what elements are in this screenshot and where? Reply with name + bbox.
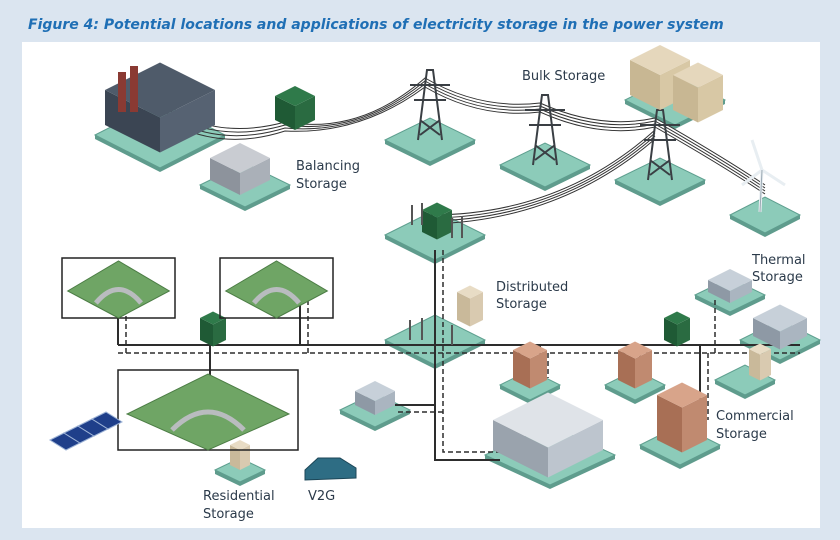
label: V2G <box>308 489 335 504</box>
chimney <box>118 72 126 112</box>
title: Figure 4: Potential locations and applic… <box>28 17 724 33</box>
label: Storage <box>496 297 547 312</box>
diagram: Figure 4: Potential locations and applic… <box>0 0 840 540</box>
building-front <box>760 349 771 381</box>
label: Storage <box>203 507 254 522</box>
label: Thermal <box>751 253 806 268</box>
chimney <box>130 66 138 112</box>
label: Balancing <box>296 159 360 174</box>
building-side <box>749 349 760 381</box>
label: Bulk Storage <box>522 69 605 84</box>
label: Commercial <box>716 409 794 424</box>
label: Residential <box>203 489 275 504</box>
label: Storage <box>296 177 347 192</box>
label: Distributed <box>496 280 568 295</box>
label: Storage <box>716 427 767 442</box>
label: Storage <box>752 270 803 285</box>
